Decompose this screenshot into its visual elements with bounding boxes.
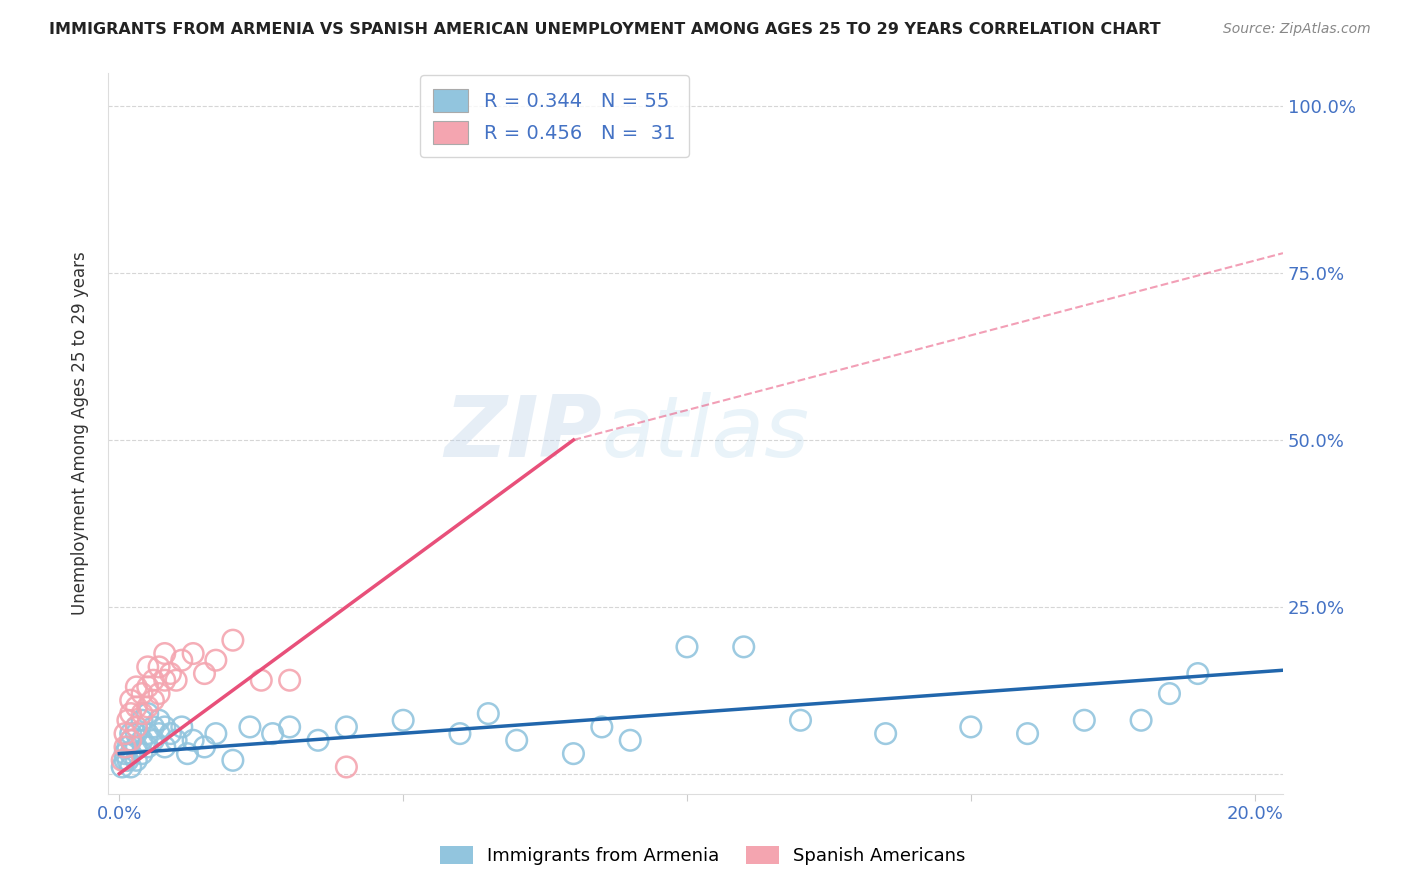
Point	[1017, 726, 1039, 740]
Point	[117, 713, 139, 727]
Point	[1159, 687, 1181, 701]
Point	[335, 760, 357, 774]
Point	[181, 733, 204, 747]
Point	[125, 753, 148, 767]
Point	[120, 706, 142, 721]
Point	[136, 706, 159, 721]
Point	[205, 653, 228, 667]
Point	[125, 680, 148, 694]
Point	[278, 673, 301, 688]
Point	[117, 739, 139, 754]
Text: ZIP: ZIP	[444, 392, 602, 475]
Point	[131, 713, 153, 727]
Point	[1130, 713, 1153, 727]
Point	[136, 700, 159, 714]
Point	[136, 739, 159, 754]
Point	[120, 760, 142, 774]
Point	[307, 733, 329, 747]
Point	[392, 713, 415, 727]
Point	[591, 720, 613, 734]
Point	[170, 653, 193, 667]
Point	[1187, 666, 1209, 681]
Point	[125, 700, 148, 714]
Point	[120, 733, 142, 747]
Point	[1073, 713, 1095, 727]
Point	[125, 726, 148, 740]
Point	[120, 693, 142, 707]
Point	[733, 640, 755, 654]
Point	[125, 720, 148, 734]
Point	[170, 720, 193, 734]
Point	[131, 687, 153, 701]
Point	[222, 753, 245, 767]
Point	[193, 739, 215, 754]
Point	[142, 720, 165, 734]
Point	[789, 713, 811, 727]
Text: atlas: atlas	[602, 392, 810, 475]
Point	[449, 726, 471, 740]
Point	[114, 739, 136, 754]
Point	[176, 747, 198, 761]
Point	[159, 726, 181, 740]
Point	[205, 726, 228, 740]
Point	[250, 673, 273, 688]
Point	[165, 733, 187, 747]
Point	[505, 733, 527, 747]
Point	[125, 739, 148, 754]
Point	[148, 687, 170, 701]
Point	[875, 726, 897, 740]
Point	[222, 633, 245, 648]
Point	[193, 666, 215, 681]
Point	[562, 747, 585, 761]
Point	[142, 733, 165, 747]
Point	[136, 726, 159, 740]
Point	[142, 673, 165, 688]
Point	[477, 706, 499, 721]
Point	[148, 660, 170, 674]
Point	[181, 647, 204, 661]
Point	[136, 680, 159, 694]
Point	[120, 733, 142, 747]
Point	[114, 753, 136, 767]
Point	[153, 673, 176, 688]
Point	[114, 747, 136, 761]
Point	[117, 753, 139, 767]
Point	[125, 720, 148, 734]
Point	[148, 726, 170, 740]
Text: Source: ZipAtlas.com: Source: ZipAtlas.com	[1223, 22, 1371, 37]
Point	[120, 726, 142, 740]
Point	[114, 726, 136, 740]
Text: IMMIGRANTS FROM ARMENIA VS SPANISH AMERICAN UNEMPLOYMENT AMONG AGES 25 TO 29 YEA: IMMIGRANTS FROM ARMENIA VS SPANISH AMERI…	[49, 22, 1161, 37]
Point	[153, 739, 176, 754]
Point	[131, 747, 153, 761]
Point	[959, 720, 981, 734]
Y-axis label: Unemployment Among Ages 25 to 29 years: Unemployment Among Ages 25 to 29 years	[72, 252, 89, 615]
Legend: Immigrants from Armenia, Spanish Americans: Immigrants from Armenia, Spanish America…	[433, 838, 973, 872]
Point	[335, 720, 357, 734]
Point	[120, 747, 142, 761]
Point	[165, 673, 187, 688]
Point	[111, 753, 134, 767]
Point	[676, 640, 699, 654]
Point	[153, 647, 176, 661]
Point	[153, 720, 176, 734]
Point	[142, 693, 165, 707]
Point	[619, 733, 641, 747]
Point	[136, 660, 159, 674]
Point	[131, 706, 153, 721]
Point	[278, 720, 301, 734]
Point	[239, 720, 262, 734]
Point	[148, 713, 170, 727]
Point	[111, 760, 134, 774]
Point	[262, 726, 284, 740]
Point	[131, 733, 153, 747]
Legend: R = 0.344   N = 55, R = 0.456   N =  31: R = 0.344 N = 55, R = 0.456 N = 31	[420, 76, 689, 157]
Point	[159, 666, 181, 681]
